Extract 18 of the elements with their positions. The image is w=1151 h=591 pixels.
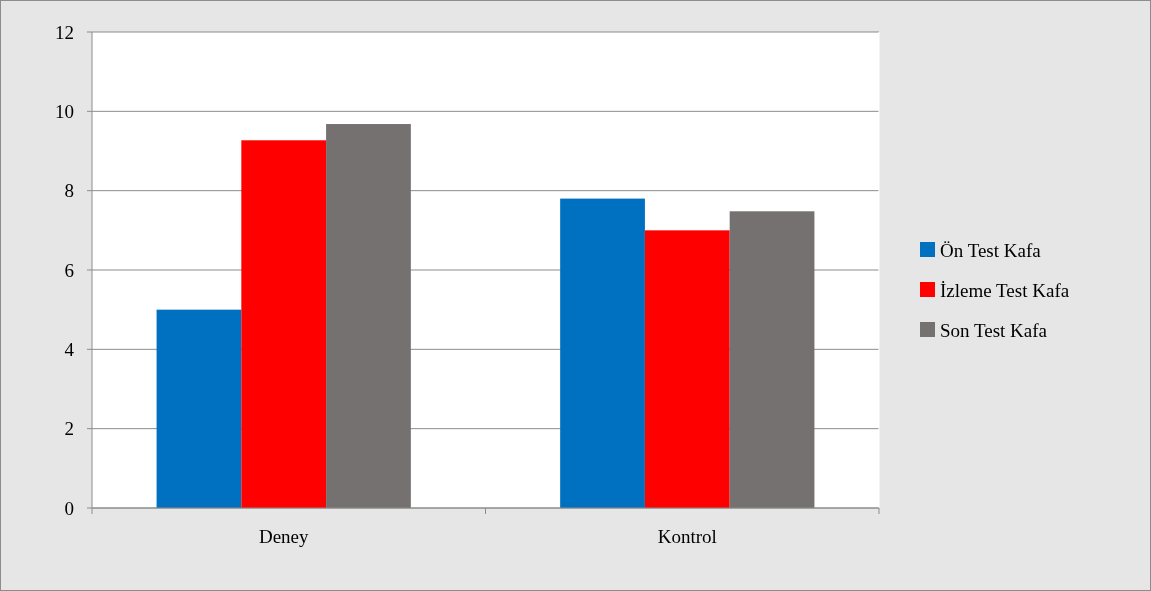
x-tick-label: Deney xyxy=(258,526,309,547)
y-tick-label: 0 xyxy=(64,497,74,519)
bar xyxy=(326,124,411,508)
bar xyxy=(729,211,815,508)
y-tick-label: 6 xyxy=(64,259,74,281)
bar xyxy=(156,309,242,508)
y-tick-label: 4 xyxy=(64,338,75,360)
y-tick-label: 2 xyxy=(64,418,74,440)
x-tick-label: Kontrol xyxy=(657,526,717,547)
legend-label: Son Test Kafa xyxy=(940,319,1048,341)
y-tick-label: 10 xyxy=(55,100,74,122)
y-tick-label: 12 xyxy=(55,21,74,43)
bar xyxy=(644,230,730,508)
bar xyxy=(241,140,327,508)
y-tick-label: 8 xyxy=(64,180,74,202)
legend-label: İzleme Test Kafa xyxy=(940,279,1070,301)
bar xyxy=(560,198,645,508)
legend-label: Ön Test Kafa xyxy=(940,239,1042,261)
